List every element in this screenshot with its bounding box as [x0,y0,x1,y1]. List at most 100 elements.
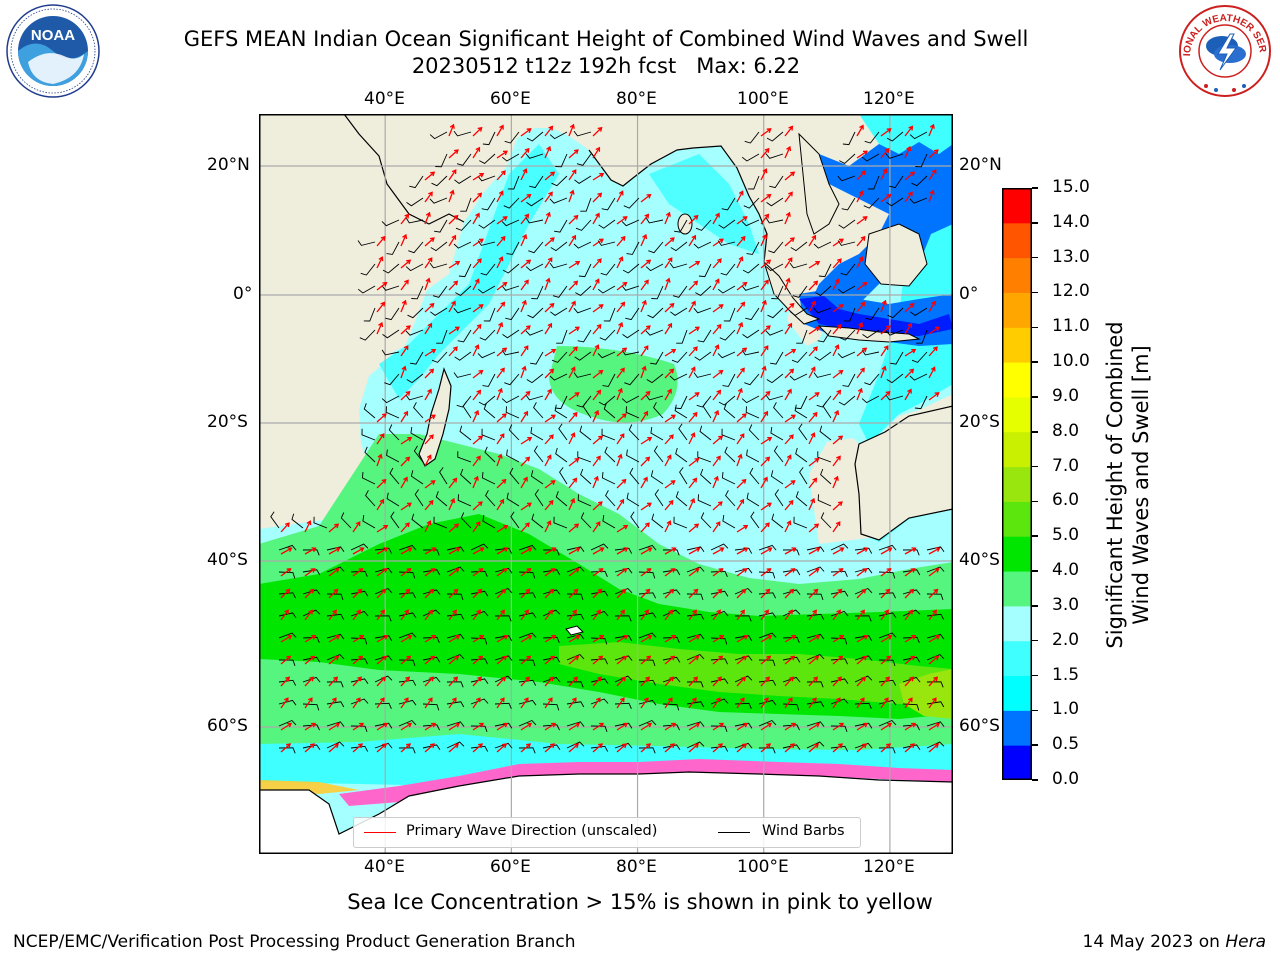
wind-barb [614,742,633,749]
wind-barb [806,741,825,749]
wave-arrow [400,568,412,577]
date-text: 14 May 2023 on [1082,932,1220,952]
wave-arrow [832,743,844,753]
wave-arrow [544,609,553,621]
wind-barb [302,549,320,556]
wave-arrow [616,413,627,423]
wind-barb [746,449,760,463]
wave-arrow [688,326,700,335]
wind-barb [574,175,592,184]
wave-arrow [880,609,889,621]
wind-barb [861,153,880,162]
borneo-land [864,223,928,287]
wave-arrow [592,258,602,269]
wave-arrow [784,125,794,137]
wave-arrow [832,475,839,489]
lat-label-right-20s: 20°S [959,412,1000,432]
wind-barb [550,241,568,252]
wind-barb [645,394,664,401]
wind-barb [693,307,712,314]
wave-arrow [760,456,771,467]
wind-barb [405,329,424,336]
wind-barb [915,153,928,168]
wave-arrow [808,392,820,401]
wave-arrow [856,743,868,753]
wave-arrow [400,635,413,643]
wave-arrow [616,743,628,753]
wind-barb [411,513,424,529]
wave-arrow [856,150,868,159]
wave-arrow [664,547,677,555]
wind-barb [861,395,880,404]
wind-barb [765,329,784,336]
colorbar-frame [1002,188,1032,780]
wind-barb [598,219,616,229]
wind-barb [432,285,448,298]
wind-barb [817,451,832,463]
wind-barb [662,549,680,556]
wave-arrow [904,722,917,731]
wind-barb [614,722,633,729]
wave-arrow [424,454,432,467]
wave-arrow [688,457,700,467]
wind-barb [501,219,520,227]
wind-barb [662,609,681,617]
wave-arrow [424,697,433,709]
wind-barb [695,285,712,296]
wind-barb [386,449,400,463]
wave-arrow [304,655,316,665]
wave-arrow [568,346,578,357]
wind-barb [525,217,544,224]
wind-barb [765,263,784,272]
wind-barb [575,285,592,296]
wave-arrow [736,433,745,445]
wave-arrow [544,368,555,379]
wave-arrow [544,125,554,137]
wind-barb [843,307,856,322]
wave-arrow [520,365,527,379]
wave-arrow [568,411,578,423]
wave-arrow [760,568,772,577]
wave-arrow [928,169,937,181]
wind-barb [534,489,544,507]
wind-barb [638,659,656,667]
wind-barb [758,632,777,639]
wave-arrow [568,457,580,467]
wave-arrow [832,323,842,335]
wind-barb [374,722,393,729]
colorbar-tick-mark [1032,744,1038,746]
wind-barb [302,744,321,751]
lon-label-top-40: 40°E [364,89,405,109]
wave-arrow [424,388,432,401]
wind-barb [470,610,489,617]
wind-barb [789,262,808,269]
wind-barb [742,263,760,274]
wave-arrow [328,523,340,533]
wave-arrow [400,655,412,665]
wind-barb [573,241,592,249]
wind-barb [413,445,424,463]
colorbar-tick-mark [1032,535,1038,537]
wind-barb [854,547,873,554]
wind-barb [822,401,832,419]
wave-arrow [280,743,292,753]
wind-barb [795,491,808,507]
wave-arrow [616,235,626,247]
wind-barb [422,676,441,683]
wind-barb [494,655,513,661]
wave-arrow [544,676,555,687]
wind-barb [506,492,520,507]
wave-arrow [376,235,386,247]
wave-arrow [520,743,532,753]
wave-arrow [760,676,771,687]
wind-barb [529,175,544,189]
wave-arrow [592,521,601,533]
wave-arrow [304,547,317,555]
wind-barb [694,351,712,361]
wave-arrow [400,476,408,489]
wind-barb [602,373,616,387]
wave-arrow [712,501,723,511]
wind-barb [885,394,904,401]
wind-barb [431,351,448,363]
wind-barb [816,395,832,408]
